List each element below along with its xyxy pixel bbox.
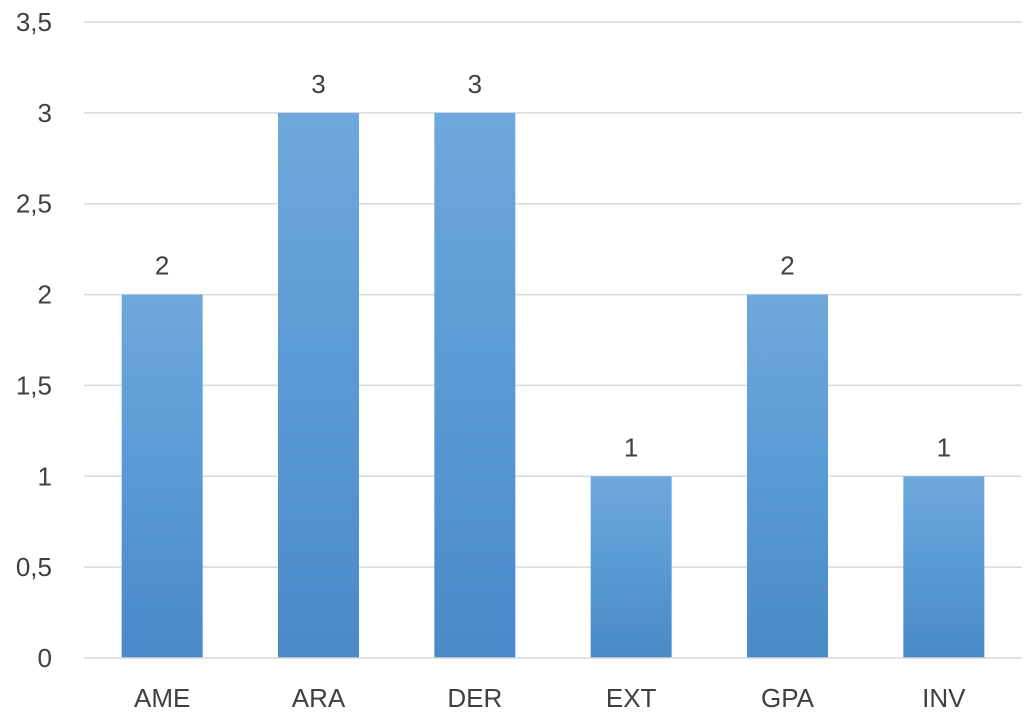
x-axis-category-labels: AME ARA DER EXT GPA INV bbox=[134, 683, 966, 713]
y-tick-label: 1,5 bbox=[16, 370, 52, 400]
x-category-label: DER bbox=[447, 683, 502, 713]
bar-der bbox=[434, 112, 516, 659]
data-label-inv: 1 bbox=[937, 432, 951, 462]
data-label-ara: 3 bbox=[311, 69, 325, 99]
bar-inv bbox=[903, 476, 985, 658]
x-category-label: INV bbox=[922, 683, 966, 713]
y-axis-tick-labels: 0 0,5 1 1,5 2 2,5 3 3,5 bbox=[16, 7, 52, 673]
data-label-ext: 1 bbox=[624, 432, 638, 462]
data-labels: 2 3 3 1 2 1 bbox=[155, 69, 951, 462]
gridlines bbox=[84, 21, 1022, 568]
y-tick-label: 2 bbox=[38, 280, 52, 310]
bar-gpa bbox=[747, 294, 828, 658]
bar-ara bbox=[278, 112, 359, 659]
y-tick-label: 2,5 bbox=[16, 189, 52, 219]
y-tick-label: 1 bbox=[38, 461, 52, 491]
y-tick-label: 3,5 bbox=[16, 7, 52, 37]
x-category-label: EXT bbox=[606, 683, 657, 713]
data-label-ame: 2 bbox=[155, 251, 169, 281]
x-category-label: ARA bbox=[292, 683, 346, 713]
x-category-label: GPA bbox=[761, 683, 815, 713]
bars bbox=[121, 112, 985, 659]
y-tick-label: 0,5 bbox=[16, 552, 52, 582]
y-tick-label: 0 bbox=[38, 643, 52, 673]
bar-ext bbox=[590, 476, 672, 658]
y-tick-label: 3 bbox=[38, 98, 52, 128]
x-category-label: AME bbox=[134, 683, 190, 713]
bar-ame bbox=[121, 294, 203, 658]
data-label-gpa: 2 bbox=[780, 251, 794, 281]
data-label-der: 3 bbox=[468, 69, 482, 99]
